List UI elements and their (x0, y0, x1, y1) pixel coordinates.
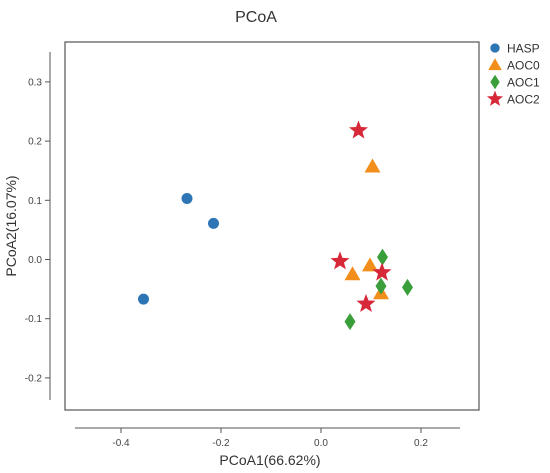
point-aoc2 (348, 120, 369, 139)
x-tick-label: -0.4 (112, 438, 130, 449)
legend-marker-aoc0 (488, 58, 502, 71)
x-tick-label: 0.2 (414, 438, 428, 449)
y-tick-label: 0.1 (28, 196, 42, 207)
legend-label-aoc0: AOC0 (507, 59, 540, 73)
point-hasp (138, 293, 149, 305)
y-axis-title: PCoA2(16.07%) (3, 175, 19, 276)
legend-marker-aoc1 (490, 74, 500, 90)
point-aoc1 (344, 313, 356, 331)
y-axis-ticks: -0.2 -0.1 0.0 0.1 0.2 0.3 (25, 77, 50, 384)
point-hasp (181, 193, 193, 205)
data-points (138, 120, 413, 331)
y-tick-label: -0.2 (25, 373, 43, 384)
y-tick-label: -0.1 (25, 314, 43, 325)
point-aoc0 (344, 266, 361, 281)
legend: HASP AOC0 AOC1 AOC2 (486, 42, 540, 107)
point-aoc0 (364, 158, 381, 173)
y-tick-label: 0.0 (28, 255, 42, 266)
legend-marker-aoc2 (486, 90, 504, 106)
x-tick-label: 0.0 (314, 438, 328, 449)
y-tick-label: 0.3 (28, 77, 42, 88)
point-hasp (208, 217, 219, 229)
chart-title: PCoA (235, 9, 277, 26)
point-aoc1 (375, 277, 387, 295)
point-aoc1 (377, 248, 388, 266)
y-tick-label: 0.2 (28, 137, 42, 148)
point-aoc2 (372, 262, 392, 281)
x-axis-ticks: -0.4 -0.2 0.0 0.2 (112, 428, 428, 449)
point-aoc2 (356, 293, 376, 312)
point-aoc1 (402, 278, 413, 296)
point-aoc2 (330, 251, 350, 270)
legend-marker-hasp (490, 43, 500, 53)
legend-label-aoc1: AOC1 (507, 76, 540, 90)
x-axis-title: PCoA1(66.62%) (219, 452, 320, 468)
legend-label-hasp: HASP (507, 42, 540, 56)
point-aoc0 (362, 257, 378, 272)
legend-label-aoc2: AOC2 (507, 93, 540, 107)
x-tick-label: -0.2 (212, 438, 230, 449)
plot-frame (64, 41, 480, 411)
